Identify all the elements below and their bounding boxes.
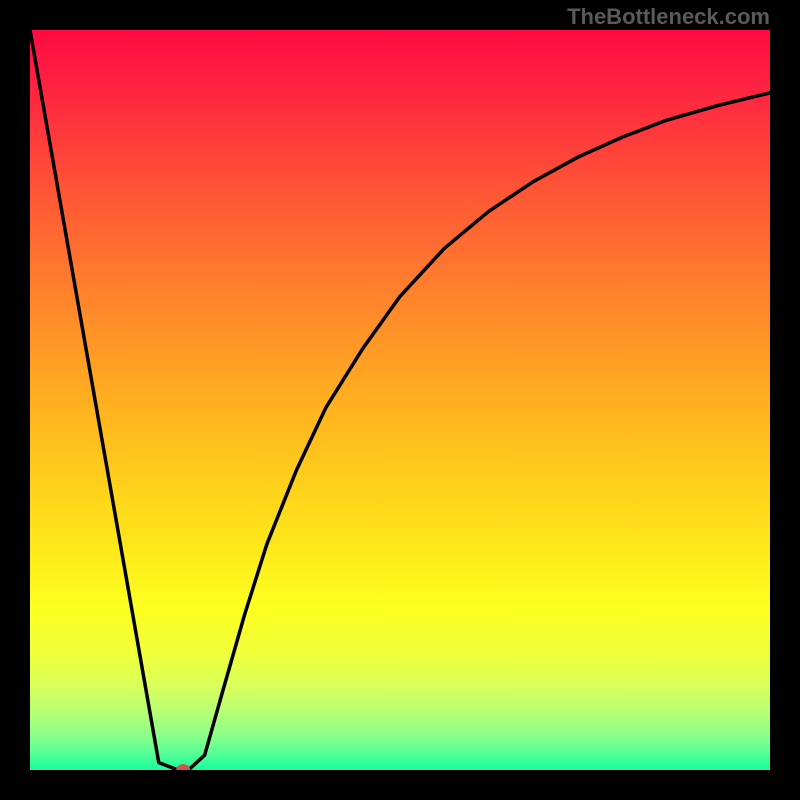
bottleneck-chart xyxy=(30,30,770,770)
chart-frame: TheBottleneck.com xyxy=(0,0,800,800)
watermark-text: TheBottleneck.com xyxy=(567,4,770,30)
